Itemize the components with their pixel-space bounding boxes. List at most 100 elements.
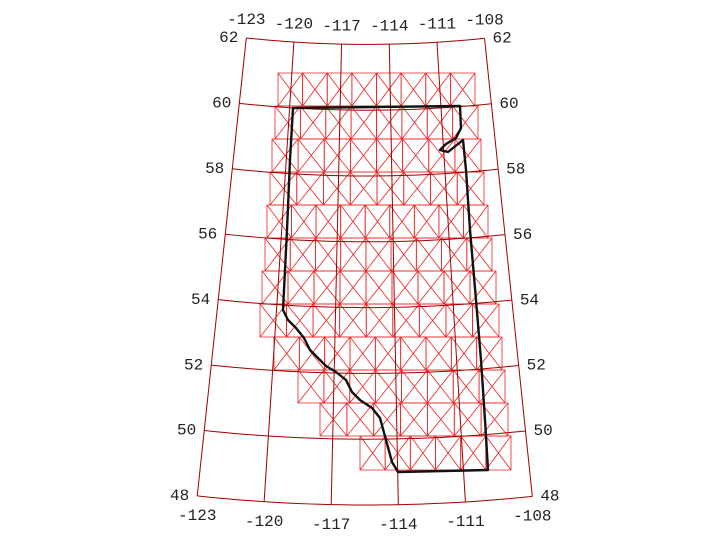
alberta-border	[281, 104, 490, 474]
lat-label-right: 58	[506, 160, 525, 178]
meridian	[330, 44, 343, 505]
grid-cell	[339, 270, 367, 305]
grid-cell	[400, 72, 427, 107]
meridian	[484, 38, 533, 497]
grid-cell	[453, 402, 482, 437]
grid-cell	[438, 204, 464, 239]
lat-label-left: 60	[212, 95, 231, 113]
lon-label-top: -111	[418, 15, 456, 33]
grid-cell	[417, 270, 445, 305]
lat-label-right: 62	[493, 30, 512, 48]
grid-cell	[323, 369, 351, 404]
grid-cell	[302, 72, 328, 107]
lon-label-top: -120	[275, 15, 313, 33]
grid-cell	[340, 237, 367, 272]
grid-cell	[365, 270, 393, 305]
meridian	[388, 44, 399, 505]
grid-cell	[374, 336, 402, 371]
grid-cell	[296, 171, 324, 206]
grid-cell	[350, 105, 377, 140]
grid-cell	[402, 138, 430, 173]
grid-cell	[427, 402, 455, 437]
grid-cell	[443, 270, 471, 305]
grid-cell	[323, 171, 351, 206]
grid-cell	[401, 105, 428, 140]
grid-cell	[441, 237, 468, 272]
grid-cell	[349, 336, 376, 371]
grid-cell	[449, 72, 476, 107]
grid-cell	[376, 72, 402, 107]
grid-cell	[485, 435, 512, 471]
grid-cell	[391, 270, 419, 305]
lat-label-right: 54	[520, 291, 539, 309]
parallel	[204, 430, 526, 440]
lat-label-left: 56	[198, 225, 217, 243]
lat-label-right: 52	[527, 357, 546, 375]
parallel	[232, 168, 499, 177]
lat-label-left: 50	[177, 422, 196, 440]
grid-cell	[349, 369, 377, 404]
graticule	[196, 37, 533, 506]
lat-label-left: 48	[170, 487, 189, 505]
grid-cell	[325, 105, 352, 140]
grid-cell	[376, 105, 403, 140]
grid-cell	[390, 237, 417, 272]
lat-label-right: 60	[499, 95, 518, 113]
grid-cell	[392, 303, 420, 338]
grid-cell	[349, 171, 378, 206]
lon-label-bottom: -120	[245, 513, 283, 531]
grid-cell	[324, 336, 351, 371]
meridian	[263, 42, 295, 502]
grid-cell	[351, 72, 377, 107]
grid-cell	[289, 237, 316, 272]
grid-cell	[375, 369, 402, 404]
grid-cell	[271, 138, 299, 173]
parallel	[225, 233, 506, 243]
grid-cell	[403, 171, 431, 206]
grid-cell	[452, 105, 479, 140]
grid-cell	[430, 171, 458, 206]
grid-cell	[297, 138, 325, 173]
grid-cell	[463, 204, 489, 239]
grid-cell	[425, 336, 452, 371]
grid-cell	[376, 171, 405, 206]
lon-label-top: -117	[322, 17, 360, 35]
grid-cell	[326, 72, 353, 107]
grid-cell	[425, 72, 451, 107]
lat-label-left: 62	[219, 29, 238, 47]
meridian	[436, 42, 466, 502]
grid-cell	[418, 303, 447, 338]
lat-label-right: 56	[513, 226, 532, 244]
grid-cell	[415, 237, 442, 272]
parallel	[211, 364, 519, 374]
lon-label-top: -123	[227, 11, 265, 29]
lon-label-bottom: -114	[379, 516, 417, 534]
lon-label-top: -108	[465, 12, 503, 30]
grid-cell	[376, 138, 404, 173]
grid-cell	[365, 237, 392, 272]
grid-cell	[400, 336, 427, 371]
grid-cell	[346, 402, 375, 437]
grid-cell	[460, 435, 487, 471]
grid-cell	[456, 171, 485, 206]
grid-cell	[364, 204, 391, 239]
lon-label-bottom: -123	[178, 507, 216, 525]
grid-cell	[299, 105, 327, 140]
grid-cell	[340, 204, 366, 239]
lon-label-bottom: -111	[446, 513, 484, 531]
lat-label-left: 52	[184, 356, 203, 374]
grid-cell	[349, 138, 377, 173]
grid-cell	[409, 435, 436, 471]
lat-label-right: 50	[533, 422, 552, 440]
lat-label-left: 54	[191, 291, 210, 309]
grid-cell	[435, 435, 462, 471]
grid-cell	[339, 303, 367, 338]
parallel	[197, 495, 533, 506]
grid-cell	[413, 204, 440, 239]
lat-label-right: 48	[540, 488, 559, 506]
parallel	[246, 37, 485, 45]
grid-cell	[426, 369, 454, 404]
lat-label-left: 58	[205, 160, 224, 178]
lon-label-bottom: -108	[513, 508, 551, 526]
